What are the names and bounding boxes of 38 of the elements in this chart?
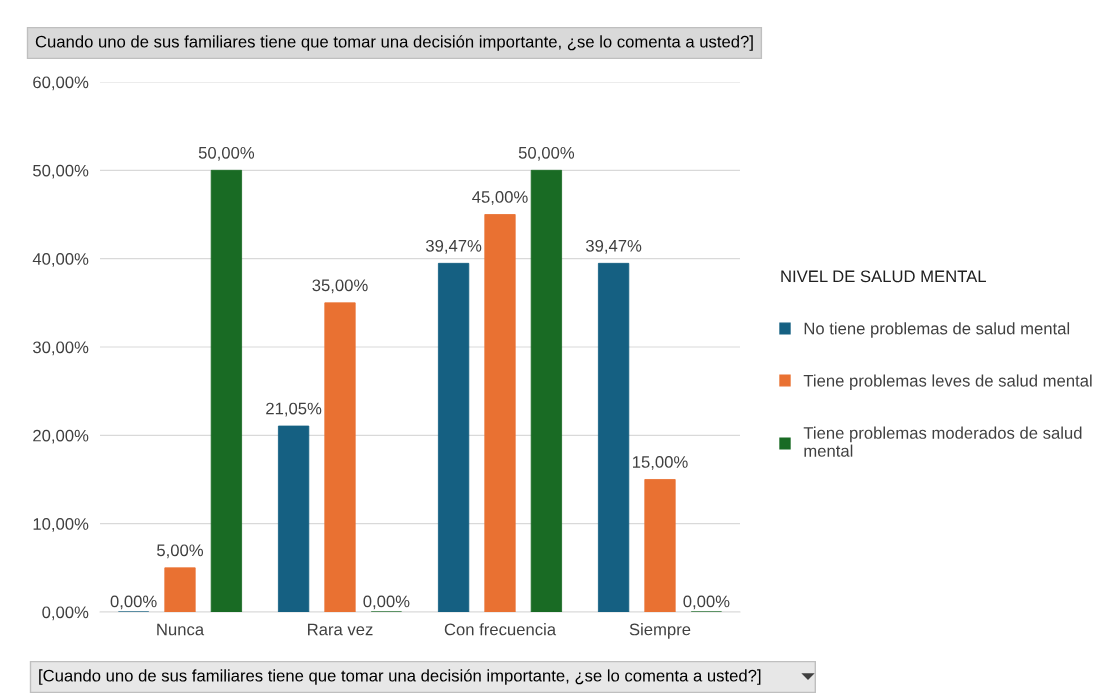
data-label: 35,00% <box>312 279 368 294</box>
y-tick-label: 30,00% <box>33 341 89 356</box>
x-tick-label: Nunca <box>157 623 205 636</box>
chart-title: Cuando uno de sus familiares tiene que tomar una decisión importante, ¿se lo comenta a usted?] <box>35 35 753 51</box>
y-tick-label: 40,00% <box>32 253 89 267</box>
data-label: 0,00% <box>683 595 730 610</box>
legend-title: NIVEL DE SALUD MENTAL <box>781 270 986 283</box>
data-label: 5,00% <box>157 544 204 559</box>
data-label: 0,00% <box>110 595 157 610</box>
y-tick-label: 20,00% <box>33 429 89 444</box>
bar <box>644 479 676 612</box>
data-label: 15,00% <box>633 456 688 470</box>
data-label: 21,05% <box>266 402 322 417</box>
y-tick-label: 10,00% <box>33 518 89 532</box>
bar <box>324 302 356 612</box>
bar <box>277 425 310 612</box>
y-tick-label: 60,00% <box>33 76 89 91</box>
text: [Cuando uno de sus familiares tiene que tomar una decisión importante, ¿se lo comenta a usted?] <box>39 669 761 685</box>
bar <box>597 262 630 612</box>
data-label: 50,00% <box>198 146 255 161</box>
legend-label: Tiene problemas leves de salud mental <box>803 374 1092 390</box>
data-label: 50,00% <box>518 146 575 161</box>
x-tick-label: Rara vez <box>308 623 373 636</box>
legend-label: Tiene problemas moderados de salud mental <box>803 426 1082 457</box>
legend-label: No tiene problemas de salud mental <box>804 322 1070 338</box>
y-tick-label: 50,00% <box>33 164 89 179</box>
data-label: 45,00% <box>472 191 528 205</box>
bar <box>484 214 516 612</box>
bar <box>210 169 243 612</box>
bar <box>164 567 196 612</box>
bar <box>437 262 470 612</box>
data-label: 0,00% <box>363 595 410 610</box>
data-label: 39,47% <box>425 239 482 254</box>
bar <box>530 169 563 612</box>
x-tick-label: Siempre <box>629 623 691 639</box>
data-label: 39,47% <box>585 239 642 254</box>
y-tick-label: 0,00% <box>42 606 89 621</box>
x-tick-label: Con frecuencia <box>444 623 557 636</box>
